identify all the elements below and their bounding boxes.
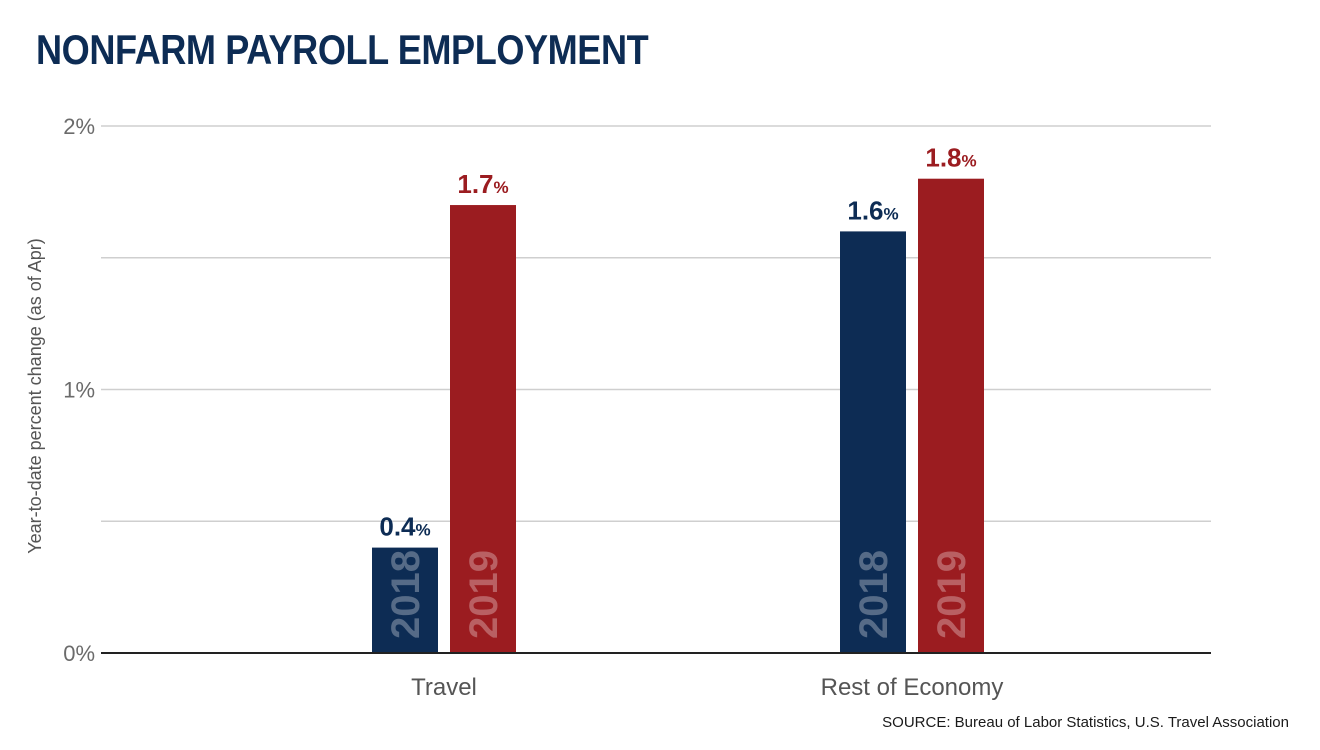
x-category-label: Rest of Economy (821, 674, 1004, 701)
bars: 2018 2019 2018 2019 (372, 178, 984, 654)
chart-title: NONFARM PAYROLL EMPLOYMENT (36, 26, 649, 73)
y-tick-label: 2% (63, 114, 95, 139)
y-tick-label: 0% (63, 641, 95, 666)
x-category-label: Travel (411, 674, 477, 701)
y-axis-title: Year-to-date percent change (as of Apr) (25, 238, 45, 554)
y-axis-ticks: 0% 1% 2% (63, 114, 95, 666)
bar-series-label: 2018 (852, 550, 896, 639)
data-label: 1.7% (457, 169, 508, 199)
value-labels: 0.4% 1.7% 1.6% 1.8% (379, 143, 976, 542)
bar-2018-rest-of-economy (840, 231, 906, 653)
bar-series-label: 2018 (384, 550, 428, 639)
y-tick-label: 1% (63, 378, 95, 403)
bar-2018-travel (372, 547, 438, 653)
gridlines (101, 125, 1211, 522)
bar-series-label: 2019 (462, 550, 506, 639)
data-label: 1.8% (925, 143, 976, 173)
x-axis-categories: Travel Rest of Economy (411, 674, 1003, 701)
data-label: 1.6% (847, 195, 898, 225)
bar-2019-rest-of-economy (918, 178, 984, 653)
data-label: 0.4% (379, 512, 430, 542)
bar-2019-travel (450, 205, 516, 654)
source-note: SOURCE: Bureau of Labor Statistics, U.S.… (882, 714, 1289, 731)
bar-series-label: 2019 (930, 550, 974, 639)
